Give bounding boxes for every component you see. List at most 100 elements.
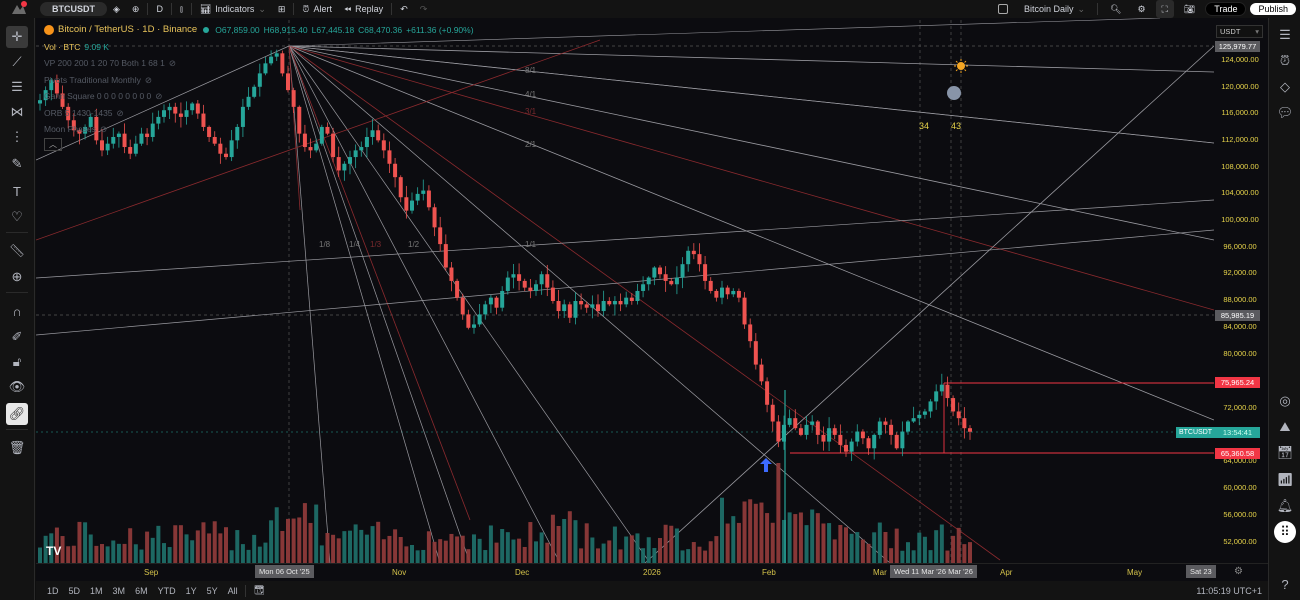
- hotlists-target-icon[interactable]: ◎: [1279, 393, 1291, 408]
- range-button-ytd[interactable]: YTD: [157, 585, 176, 596]
- crosshair-icon[interactable]: ✛: [6, 26, 28, 48]
- divider: [147, 3, 149, 15]
- chats-icon[interactable]: 💬︎: [1276, 105, 1294, 120]
- currency-select[interactable]: USDT ▾: [1216, 25, 1263, 38]
- hidden-eye-icon[interactable]: ⊘: [144, 74, 152, 85]
- ruler-measure-icon[interactable]: 📏︎: [8, 243, 26, 258]
- snapshot-camera-icon[interactable]: 📷︎: [1183, 3, 1196, 14]
- indicator-pivots[interactable]: Pivots Traditional Monthly ⊘: [44, 72, 474, 89]
- trend-line-icon[interactable]: ⟋: [12, 54, 22, 69]
- range-button-1y[interactable]: 1Y: [185, 585, 197, 596]
- price-tick-label: 92,000.00: [1223, 268, 1257, 277]
- hidden-eye-icon[interactable]: ⊘: [168, 58, 176, 68]
- magnet-icon[interactable]: ∩: [12, 303, 22, 319]
- apps-grid-icon[interactable]: ⠿: [1274, 521, 1296, 543]
- price-tick-label: 124,000.00: [1221, 55, 1259, 64]
- currency-label: USDT: [1220, 27, 1241, 36]
- lock-drawing-icon[interactable]: ✐: [11, 329, 23, 344]
- volume-label[interactable]: Vol · BTC: [44, 41, 81, 52]
- svg-text:1/8: 1/8: [319, 240, 331, 249]
- quick-search-icon[interactable]: 🔍︎: [1110, 3, 1122, 14]
- text-tool-icon[interactable]: T: [13, 183, 21, 199]
- alert-button[interactable]: ⏰︎ Alert: [296, 0, 338, 18]
- undo-icon[interactable]: ↶: [400, 3, 408, 14]
- indicator-vp[interactable]: VP 200 200 1 20 70 Both 1 68 1 ⊘: [44, 55, 474, 72]
- top-toolbar: BTCUSDT ◈ ⊕ D ⫾ 📊︎ Indicators ⌄ ⊞ ⏰︎ Alert …: [0, 0, 1300, 18]
- fullscreen-icon[interactable]: ⛶: [1155, 0, 1174, 18]
- indicators-label: Indicators: [215, 4, 255, 14]
- hidden-eye-icon[interactable]: ⊘: [99, 124, 108, 134]
- settings-gear-icon[interactable]: ⚙: [1137, 3, 1146, 14]
- lock-all-icon[interactable]: 🔓︎: [12, 354, 22, 369]
- symbol-search-button[interactable]: BTCUSDT: [40, 2, 107, 16]
- price-tick-label: 88,000.00: [1223, 295, 1257, 304]
- date-range-calendar-icon[interactable]: 📆︎: [253, 585, 266, 595]
- price-tick-label: 96,000.00: [1223, 242, 1257, 251]
- time-tick-label: Apr: [1000, 568, 1013, 577]
- alerts-clock-icon[interactable]: ⏰︎: [1279, 53, 1291, 68]
- icons-heart-icon[interactable]: ♡: [11, 209, 23, 224]
- range-button-6m[interactable]: 6M: [135, 585, 148, 596]
- time-tick-label: 2026: [643, 568, 661, 577]
- price-chart-pane[interactable]: 8/1 4/1 3/1 2/1 1/8 1/4 1/3 1/2 1/1 34 43 TV: [36, 18, 1214, 563]
- range-button-1m[interactable]: 1M: [90, 585, 103, 596]
- price-tick-label: 56,000.00: [1223, 510, 1257, 519]
- range-button-5d[interactable]: 5D: [68, 585, 81, 596]
- indicators-button[interactable]: 📊︎ Indicators ⌄: [194, 0, 272, 18]
- layout-checkbox-icon[interactable]: [992, 0, 1014, 18]
- range-button-5y[interactable]: 5Y: [206, 585, 218, 596]
- publish-button[interactable]: Publish: [1250, 3, 1296, 15]
- chevron-down-icon: ▾: [1255, 27, 1259, 36]
- replay-button[interactable]: ⏪︎ Replay: [338, 0, 389, 18]
- legend-title[interactable]: Bitcoin / TetherUS · 1D · Binance: [58, 24, 198, 35]
- sync-link-icon[interactable]: 🔗︎: [6, 403, 28, 425]
- hidden-eye-icon[interactable]: ⊘: [155, 91, 163, 101]
- indicator-orb[interactable]: ORB 5 1430-1435 ⊘: [44, 105, 474, 122]
- watchlist-icon[interactable]: ☰: [1279, 27, 1291, 42]
- divider: [244, 584, 246, 597]
- object-tree-layers-icon[interactable]: ◇: [1280, 79, 1290, 94]
- pattern-xabcd-icon[interactable]: ⋈: [10, 104, 24, 119]
- trade-button[interactable]: Trade: [1205, 2, 1247, 16]
- compare-icon[interactable]: ◈: [113, 3, 120, 14]
- range-button-3m[interactable]: 3M: [112, 585, 126, 596]
- templates-grid-icon[interactable]: ⊞: [277, 3, 286, 14]
- hidden-eye-icon[interactable]: ⊘: [116, 107, 124, 118]
- time-axis-settings-icon[interactable]: ⚙: [1234, 566, 1243, 577]
- legend-change: +611.36 (+0.90%): [406, 25, 474, 35]
- redo-icon[interactable]: ↷: [419, 3, 428, 14]
- range-button-all[interactable]: All: [227, 585, 238, 596]
- fib-retracement-icon[interactable]: ☰: [11, 79, 23, 94]
- ideas-mountain-icon[interactable]: ⛰︎: [1279, 419, 1291, 434]
- news-feed-icon[interactable]: 📶︎: [1276, 472, 1294, 487]
- range-button-1d[interactable]: 1D: [47, 585, 59, 596]
- notifications-bell-icon[interactable]: 🔔︎: [1276, 498, 1294, 513]
- price-axis[interactable]: [1214, 18, 1268, 563]
- legend-open: O67,859.00: [215, 25, 260, 35]
- svg-text:2/1: 2/1: [525, 140, 537, 149]
- zoom-in-icon[interactable]: ⊕: [11, 269, 23, 284]
- bar-countdown-tag: 13:54:41: [1215, 427, 1260, 438]
- hide-drawings-eye-icon[interactable]: 👁︎: [8, 379, 26, 394]
- trash-icon[interactable]: 🗑︎: [8, 440, 26, 455]
- chart-canvas[interactable]: 8/1 4/1 3/1 2/1 1/8 1/4 1/3 1/2 1/1 34 43 TV: [36, 18, 1214, 563]
- collapse-legend-button[interactable]: ︿: [44, 137, 474, 151]
- svg-text:1/3: 1/3: [370, 240, 382, 249]
- svg-text:43: 43: [951, 121, 961, 131]
- time-tick-label: Feb: [762, 568, 776, 577]
- tradingview-logo-icon[interactable]: [10, 1, 28, 17]
- indicator-gann[interactable]: Gann Square 0 0 0 0 0 0 0 0 ⊘: [44, 88, 474, 105]
- indicator-moon[interactable]: Moon Phases ⊘: [44, 121, 474, 138]
- add-symbol-icon[interactable]: ⊕: [131, 3, 140, 14]
- forecast-tools-icon[interactable]: ⋮: [10, 129, 24, 144]
- indicator-label: Pivots Traditional Monthly: [44, 74, 141, 85]
- calendar-icon[interactable]: 📅︎: [1276, 445, 1294, 460]
- crosshair-price-tag: 85,985.19: [1215, 310, 1260, 321]
- layout-name-button[interactable]: Bitcoin Daily ⌄: [1018, 0, 1091, 18]
- brush-icon[interactable]: ✎: [11, 156, 23, 171]
- interval-button[interactable]: D: [150, 0, 169, 18]
- chart-type-candles-icon[interactable]: ⫾: [179, 3, 183, 14]
- help-icon[interactable]: ?: [1281, 576, 1289, 592]
- range-bottom-price-tag: 65,360.58: [1215, 448, 1260, 459]
- timezone-clock[interactable]: 11:05:19 UTC+1: [1196, 585, 1262, 596]
